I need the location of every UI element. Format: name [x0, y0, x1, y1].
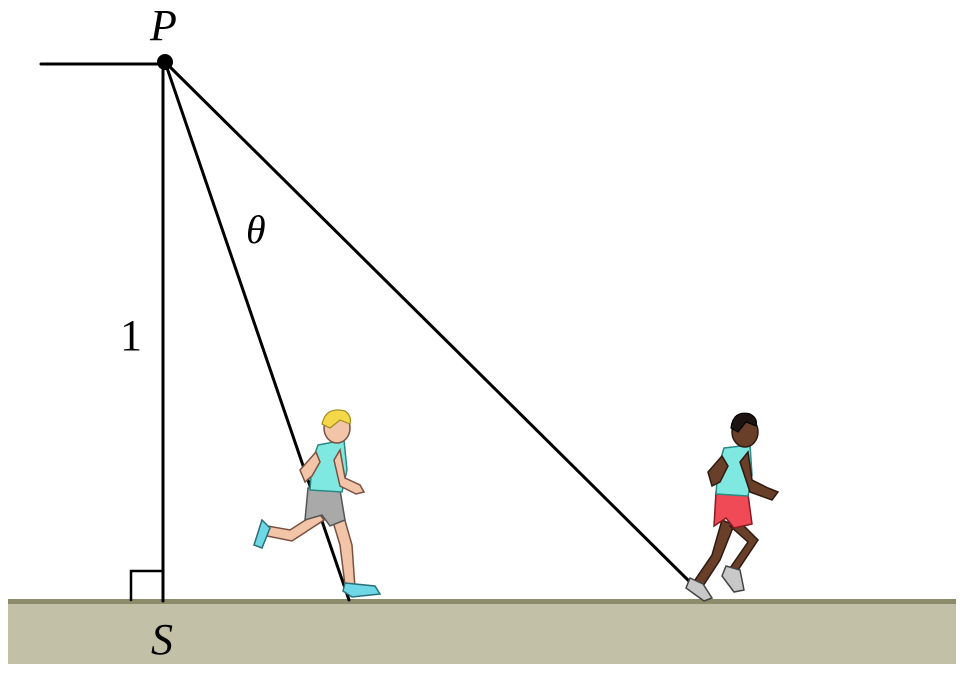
- point-p-dot: [157, 54, 173, 70]
- label-theta: θ: [246, 207, 266, 252]
- line-p-to-runner-b: [163, 60, 700, 592]
- runner-right-front-shoe: [721, 565, 745, 593]
- runner-left-hair: [321, 409, 352, 429]
- runner-left-back-arm: [299, 450, 321, 484]
- runner-right-front-arm: [739, 450, 780, 501]
- right-angle-marker: [129, 569, 165, 602]
- ground-fill: [8, 602, 956, 664]
- runner-left: [253, 409, 382, 598]
- runner-left-back-shoe: [253, 518, 271, 549]
- ground: [8, 599, 956, 664]
- label-s: S: [151, 615, 173, 664]
- runner-right-back-arm: [707, 454, 729, 488]
- runner-right: [685, 412, 780, 602]
- runner-left-front-shoe: [342, 582, 382, 598]
- runner-left-front-arm: [333, 447, 366, 495]
- runner-right-shorts: [713, 491, 753, 529]
- runner-right-hair: [730, 412, 757, 433]
- runner-right-back-shoe: [685, 576, 714, 602]
- ground-edge: [8, 599, 956, 604]
- label-height: 1: [120, 311, 142, 360]
- label-p: P: [149, 1, 177, 50]
